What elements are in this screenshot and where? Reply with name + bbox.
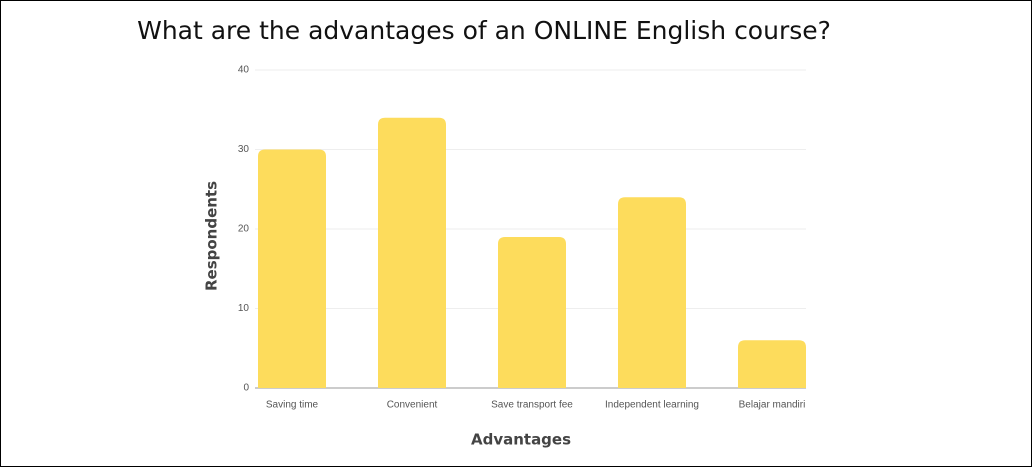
y-tick-label: 10 (238, 303, 250, 314)
x-tick-label: Convenient (387, 400, 438, 411)
bar (378, 117, 446, 388)
bar (498, 236, 566, 388)
y-tick-label: 30 (238, 144, 250, 155)
y-tick-label: 0 (243, 383, 249, 394)
bar (738, 340, 806, 388)
bar (618, 197, 686, 388)
x-tick-label: Independent learning (605, 400, 699, 411)
y-tick-label: 40 (238, 65, 250, 76)
y-tick-label: 20 (238, 224, 250, 235)
chart-title: What are the advantages of an ONLINE Eng… (137, 16, 831, 45)
x-tick-label: Belajar mandiri (739, 400, 806, 411)
x-tick-label: Save transport fee (491, 400, 573, 411)
x-tick-label: Saving time (266, 400, 319, 411)
bar (258, 149, 326, 388)
x-axis-label: Advantages (471, 431, 571, 449)
y-axis-label: Respondents (203, 181, 221, 291)
